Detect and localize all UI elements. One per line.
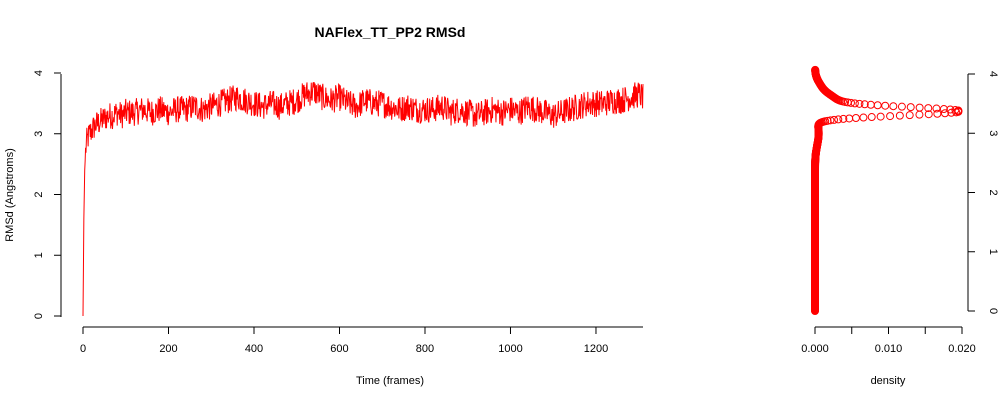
y-tick-label: 0 (33, 313, 45, 319)
x-tick-label: 800 (416, 343, 434, 355)
density-point (906, 103, 915, 112)
density-y-tick-label: 1 (987, 249, 999, 255)
density-point (859, 113, 868, 122)
density-point (867, 113, 876, 122)
density-y-tick-label: 0 (987, 308, 999, 314)
density-point (940, 109, 949, 118)
density-point (924, 104, 933, 113)
density-point (933, 109, 942, 118)
x-tick-label: 1200 (584, 343, 608, 355)
density-point (834, 115, 843, 124)
density-point (946, 105, 955, 114)
density-ticks: 0.000 0.010 0.020 0 1 2 3 4 (801, 71, 999, 355)
density-point (881, 101, 890, 110)
y-tick-label: 1 (33, 252, 45, 258)
density-point (915, 110, 924, 119)
density-point (830, 115, 838, 124)
density-point (839, 114, 848, 123)
density-x-label: density (871, 375, 906, 387)
chart-title: NAFlex_TT_PP2 RMSd (315, 24, 466, 40)
density-x-tick-label: 0.000 (801, 343, 829, 355)
density-point (826, 116, 835, 125)
y-tick-label: 3 (33, 131, 45, 137)
x-tick-label: 400 (245, 343, 263, 355)
density-point (866, 100, 875, 109)
density-y-tick-label: 4 (987, 71, 999, 77)
density-point (889, 102, 898, 111)
density-point (811, 65, 820, 74)
density-y-tick-label: 2 (987, 189, 999, 195)
density-series (811, 65, 963, 315)
y-tick-label: 4 (33, 70, 45, 76)
density-point (846, 98, 855, 107)
x-tick-label: 200 (159, 343, 177, 355)
x-tick-label: 1000 (498, 343, 522, 355)
density-point (924, 110, 933, 119)
density-point (876, 112, 885, 121)
density-point (954, 106, 963, 115)
density-point (860, 100, 869, 109)
density-point (873, 101, 882, 110)
x-axis-label: Time (frames) (356, 375, 424, 387)
y-axis-label: RMSd (Angstroms) (4, 148, 16, 242)
rmsd-ticks: 0 200 400 600 800 1000 1200 0 1 2 3 4 (33, 70, 608, 355)
density-point (897, 102, 906, 111)
x-tick-label: 0 (80, 343, 86, 355)
density-point (895, 111, 904, 120)
y-tick-label: 2 (33, 191, 45, 197)
density-x-tick-label: 0.010 (875, 343, 903, 355)
x-tick-label: 600 (330, 343, 348, 355)
density-point (855, 99, 864, 108)
density-point (915, 103, 924, 112)
rmsd-axes (60, 74, 643, 328)
density-point (951, 105, 960, 114)
density-x-tick-label: 0.020 (948, 343, 976, 355)
density-y-tick-label: 3 (987, 130, 999, 136)
density-point (905, 111, 914, 120)
density-point (851, 113, 860, 122)
rmsd-series (82, 82, 644, 317)
density-point (932, 104, 941, 113)
density-point (886, 112, 895, 121)
rmsd-line (82, 82, 644, 317)
